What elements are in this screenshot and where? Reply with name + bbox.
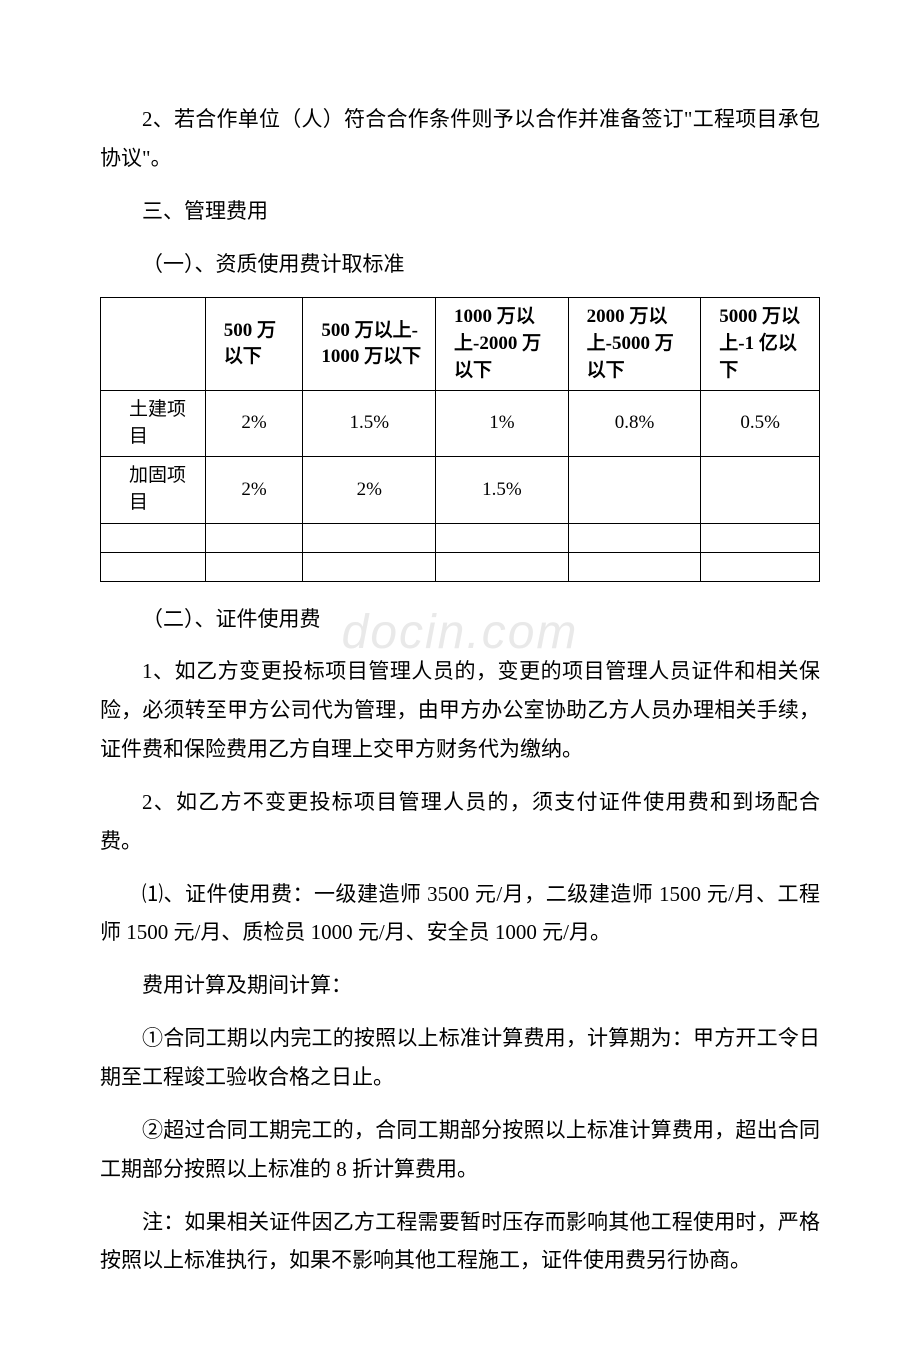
table-header-cell bbox=[101, 298, 206, 391]
table-cell: 1.5% bbox=[436, 457, 569, 523]
paragraph-10: ②超过合同工期完工的，合同工期部分按照以上标准计算费用，超出合同工期部分按照以上… bbox=[100, 1111, 820, 1189]
table-header-cell: 2000 万以上-5000 万以下 bbox=[568, 298, 701, 391]
heading-sub-2: （二）、证件使用费 bbox=[100, 600, 820, 639]
paragraph-11: 注：如果相关证件因乙方工程需要暂时压存而影响其他工程使用时，严格按照以上标准执行… bbox=[100, 1203, 820, 1281]
paragraph-7: ⑴、证件使用费：一级建造师 3500 元/月，二级建造师 1500 元/月、工程… bbox=[100, 875, 820, 953]
paragraph-9: ①合同工期以内完工的按照以上标准计算费用，计算期为：甲方开工令日期至工程竣工验收… bbox=[100, 1019, 820, 1097]
table-row: 加固项目 2% 2% 1.5% bbox=[101, 457, 820, 523]
table-cell: 0.8% bbox=[568, 391, 701, 457]
table-header-cell: 500 万以上-1000 万以下 bbox=[303, 298, 436, 391]
table-row: 土建项目 2% 1.5% 1% 0.8% 0.5% bbox=[101, 391, 820, 457]
table-header-cell: 1000 万以上-2000 万以下 bbox=[436, 298, 569, 391]
table-row-label: 加固项目 bbox=[101, 457, 206, 523]
table-row-label: 土建项目 bbox=[101, 391, 206, 457]
table-header-row: 500 万以下 500 万以上-1000 万以下 1000 万以上-2000 万… bbox=[101, 298, 820, 391]
paragraph-6: 2、如乙方不变更投标项目管理人员的，须支付证件使用费和到场配合费。 bbox=[100, 783, 820, 861]
table-row-empty bbox=[101, 523, 820, 552]
paragraph-8: 费用计算及期间计算： bbox=[100, 966, 820, 1005]
table-row-empty bbox=[101, 552, 820, 581]
paragraph-5: 1、如乙方变更投标项目管理人员的，变更的项目管理人员证件和相关保险，必须转至甲方… bbox=[100, 652, 820, 769]
table-cell: 2% bbox=[303, 457, 436, 523]
table-header-cell: 5000 万以上-1 亿以下 bbox=[701, 298, 820, 391]
table-cell bbox=[701, 457, 820, 523]
table-cell bbox=[568, 457, 701, 523]
fee-standard-table: 500 万以下 500 万以上-1000 万以下 1000 万以上-2000 万… bbox=[100, 297, 820, 581]
table-cell: 1% bbox=[436, 391, 569, 457]
heading-section-3: 三、管理费用 bbox=[100, 192, 820, 231]
table-cell: 0.5% bbox=[701, 391, 820, 457]
document-body: 2、若合作单位（人）符合合作条件则予以合作并准备签订"工程项目承包协议"。 三、… bbox=[100, 100, 820, 1280]
table-cell: 2% bbox=[205, 457, 303, 523]
table-cell: 1.5% bbox=[303, 391, 436, 457]
heading-sub-1: （一）、资质使用费计取标准 bbox=[100, 245, 820, 284]
table-header-cell: 500 万以下 bbox=[205, 298, 303, 391]
table-cell: 2% bbox=[205, 391, 303, 457]
paragraph-1: 2、若合作单位（人）符合合作条件则予以合作并准备签订"工程项目承包协议"。 bbox=[100, 100, 820, 178]
